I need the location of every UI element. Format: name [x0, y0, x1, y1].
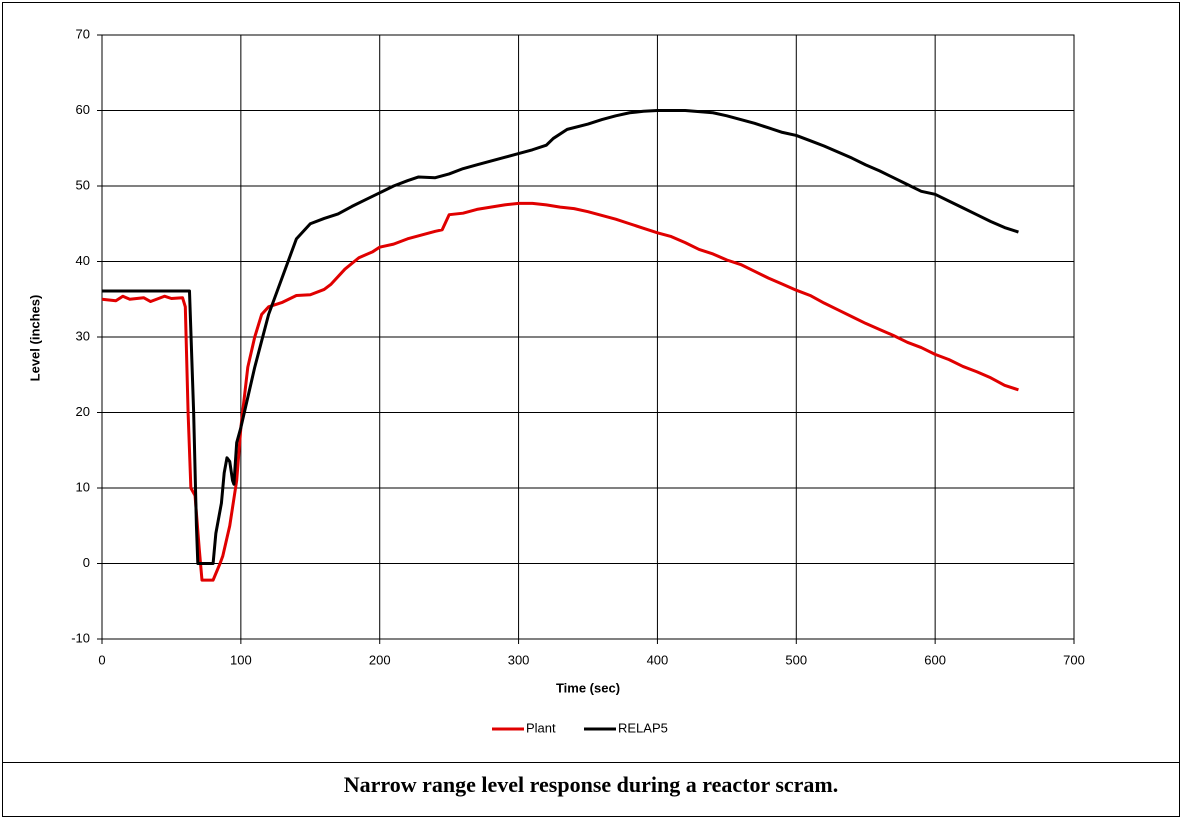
y-tick-label: -10 [71, 630, 90, 645]
x-tick-label: 200 [369, 652, 391, 667]
legend-label: RELAP5 [618, 720, 668, 735]
series-line [102, 109, 1019, 565]
y-tick-label: 30 [76, 328, 90, 343]
y-tick-label: 40 [76, 253, 90, 268]
series-line [101, 201, 1019, 582]
y-tick-label: 0 [83, 555, 90, 570]
x-tick-label: 300 [508, 652, 530, 667]
x-tick-label: 700 [1063, 652, 1085, 667]
y-tick-label: 20 [76, 404, 90, 419]
y-axis-label: Level (inches) [27, 295, 42, 382]
y-tick-label: 70 [76, 26, 90, 41]
legend-label: Plant [526, 720, 556, 735]
y-tick-label: 60 [76, 102, 90, 117]
x-tick-label: 500 [785, 652, 807, 667]
y-tick-label: 10 [76, 479, 90, 494]
y-tick-label: 50 [76, 177, 90, 192]
x-tick-label: 100 [230, 652, 252, 667]
x-tick-label: 600 [924, 652, 946, 667]
caption: Narrow range level response during a rea… [344, 772, 839, 797]
x-tick-label: 400 [647, 652, 669, 667]
x-tick-label: 0 [98, 652, 105, 667]
x-axis-label: Time (sec) [556, 680, 620, 695]
